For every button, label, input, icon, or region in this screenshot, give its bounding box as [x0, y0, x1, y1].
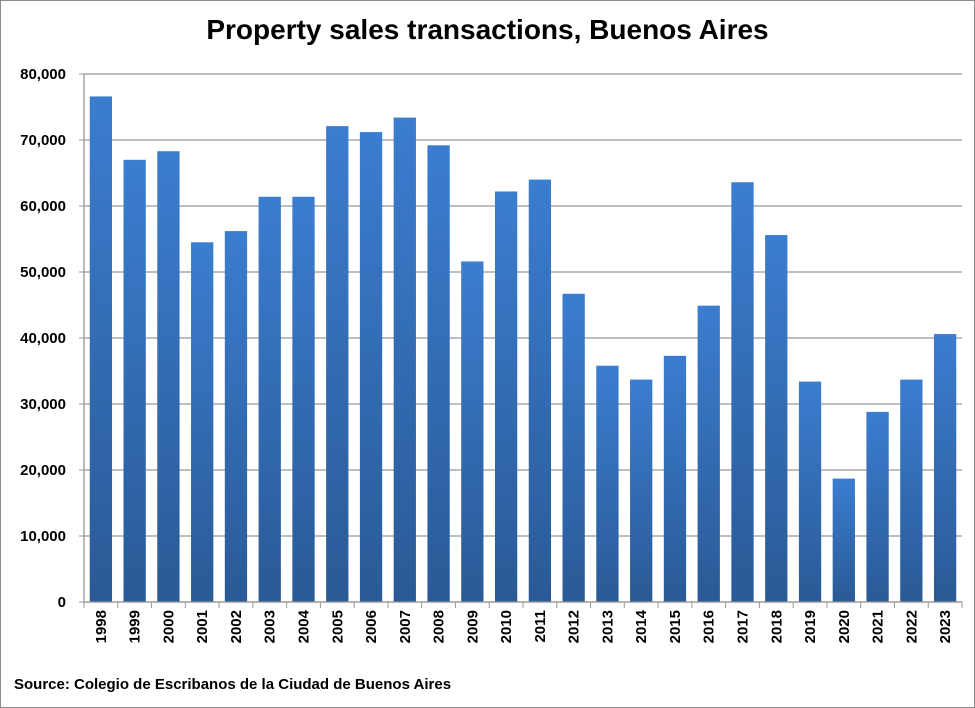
bar-2012 — [562, 293, 585, 602]
bar-2019 — [798, 381, 822, 602]
bar-2004 — [292, 196, 315, 602]
bar-2005 — [326, 126, 349, 602]
bar-2007 — [393, 117, 416, 602]
x-tick-label: 2020 — [836, 610, 853, 643]
bar-2017 — [731, 182, 754, 603]
x-tick-label: 2000 — [160, 610, 177, 643]
y-tick-label: 70,000 — [20, 132, 66, 149]
bar-2014 — [630, 379, 653, 602]
x-tick-label: 2001 — [194, 610, 211, 643]
bar-2011 — [528, 179, 552, 602]
y-tick-label: 10,000 — [20, 528, 66, 545]
bar-2020 — [832, 478, 855, 602]
bar-2018 — [765, 235, 788, 603]
x-tick-label: 2019 — [802, 610, 819, 643]
bar-2022 — [900, 379, 923, 602]
chart-title: Property sales transactions, Buenos Aire… — [206, 14, 769, 45]
x-tick-label: 2022 — [903, 610, 920, 643]
y-tick-label: 40,000 — [20, 330, 66, 347]
y-tick-label: 80,000 — [20, 66, 66, 83]
x-tick-label: 2004 — [296, 609, 313, 643]
x-tick-label: 2012 — [566, 610, 583, 643]
y-tick-label: 30,000 — [20, 396, 66, 413]
x-tick-label: 2007 — [397, 610, 414, 643]
x-tick-label: 2009 — [464, 610, 481, 643]
source-note: Source: Colegio de Escribanos de la Ciud… — [14, 676, 452, 693]
bar-2015 — [663, 355, 687, 602]
bar-2009 — [461, 261, 484, 602]
x-tick-label: 2015 — [667, 610, 684, 643]
x-tick-label: 2016 — [701, 610, 718, 643]
y-tick-label: 20,000 — [20, 462, 66, 479]
x-tick-label: 2010 — [498, 610, 515, 643]
x-tick-label: 2014 — [633, 609, 650, 643]
x-tick-label: 2003 — [262, 610, 279, 643]
x-tick-label: 2006 — [363, 610, 380, 643]
x-tick-label: 2008 — [431, 610, 448, 643]
bar-2003 — [258, 196, 281, 602]
bar-2021 — [866, 411, 889, 602]
x-tick-label: 2017 — [735, 610, 752, 643]
bar-2008 — [427, 145, 450, 602]
bar-2010 — [494, 191, 518, 603]
bar-2016 — [697, 305, 720, 602]
bar-2000 — [157, 151, 180, 602]
x-tick-label: 1999 — [127, 610, 144, 643]
bar-2002 — [224, 231, 248, 602]
x-tick-label: 2013 — [599, 610, 616, 643]
bar-2013 — [596, 365, 619, 602]
x-tick-label: 2011 — [532, 610, 549, 643]
y-tick-label: 0 — [58, 594, 66, 611]
bar-2023 — [933, 334, 957, 602]
x-tick-label: 2002 — [228, 610, 245, 643]
bar-1999 — [123, 159, 146, 603]
x-tick-label: 2021 — [870, 610, 887, 643]
bar-1998 — [89, 96, 113, 602]
x-tick-label: 2005 — [329, 610, 346, 643]
y-tick-label: 50,000 — [20, 264, 66, 281]
bar-2001 — [191, 242, 214, 603]
x-tick-label: 1998 — [93, 610, 110, 643]
x-tick-label: 2023 — [937, 610, 954, 643]
bar-2006 — [359, 132, 383, 602]
x-tick-label: 2018 — [768, 610, 785, 643]
y-tick-label: 60,000 — [20, 198, 66, 215]
